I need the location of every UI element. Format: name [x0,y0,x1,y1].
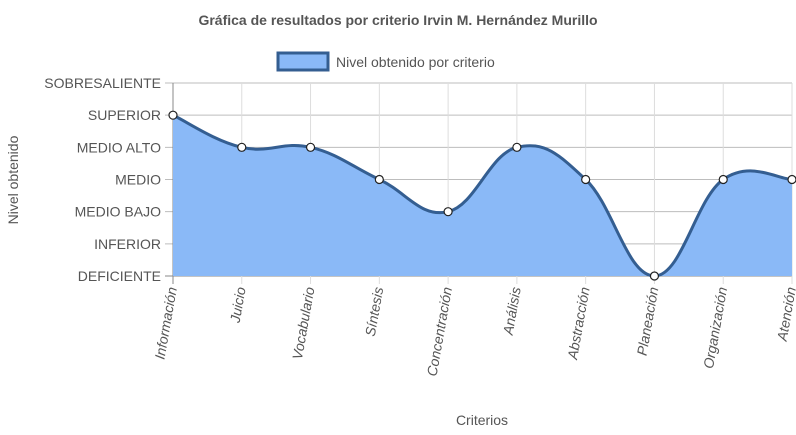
data-point[interactable] [168,110,178,120]
x-axis-title: Criterios [456,412,508,428]
x-axis: Información Juicio Vocabulario Síntesis Conc… [151,286,796,378]
y-axis-title: Nivel obtenido [5,135,21,224]
series-line [172,113,793,278]
x-tick-label: Síntesis [362,286,386,338]
x-tick-label: Vocabulario [289,286,318,361]
x-tick-label: Organización [700,286,730,370]
x-tick-label: Juicio [227,286,249,325]
series-area [168,110,796,281]
y-tick-label: SOBRESALIENTE [44,75,161,91]
legend-label: Nivel obtenido por criterio [336,54,495,70]
data-point[interactable] [512,142,522,152]
data-point[interactable] [305,142,316,152]
data-point[interactable] [374,174,384,185]
x-tick-label: Planeación [634,286,662,357]
y-tick-label: INFERIOR [94,236,161,252]
y-tick-label: MEDIO [115,172,161,188]
y-tick-label: MEDIO BAJO [75,204,161,220]
data-point[interactable] [237,142,247,152]
y-tick-label: SUPERIOR [88,107,161,123]
data-point[interactable] [649,271,660,281]
x-tick-label: Atención [774,286,796,344]
x-tick-label: Abstracción [564,286,593,362]
x-tick-label: Información [151,286,179,361]
x-tick-label: Análisis [500,286,524,337]
y-tick-label: DEFICIENTE [78,268,161,284]
chart-title: Gráfica de resultados por criterio Irvin… [198,12,597,28]
data-point[interactable] [443,207,453,217]
legend[interactable]: Nivel obtenido por criterio [276,51,495,72]
y-axis: DEFICIENTE INFERIOR MEDIO BAJO MEDIO MEDIO A… [44,75,161,284]
legend-swatch [276,51,330,72]
data-point[interactable] [787,174,796,185]
series-area-fill [173,115,792,277]
y-tick-label: MEDIO ALTO [77,139,161,155]
data-point[interactable] [581,174,591,185]
data-point[interactable] [718,174,728,185]
x-tick-label: Concentración [424,286,455,378]
